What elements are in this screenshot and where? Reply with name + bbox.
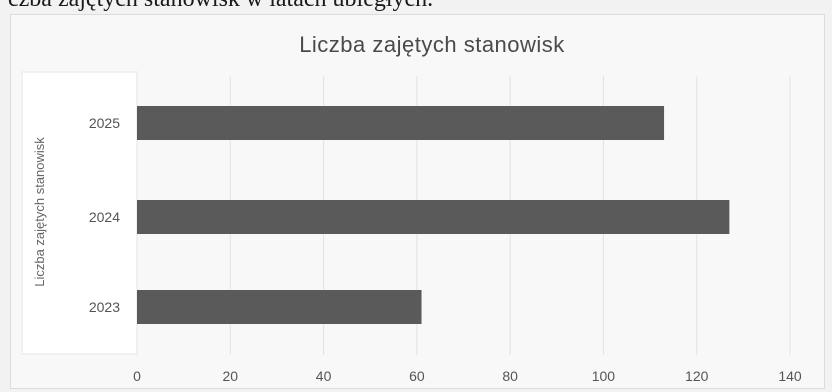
y-tick-label: 2023 bbox=[89, 299, 120, 315]
bar-2025 bbox=[137, 106, 665, 140]
x-tick-label: 20 bbox=[222, 368, 238, 384]
x-tick-label: 0 bbox=[133, 368, 141, 384]
x-tick-label: 140 bbox=[778, 368, 802, 384]
x-tick-label: 100 bbox=[592, 368, 616, 384]
bar-2023 bbox=[137, 290, 422, 324]
x-tick-label: 80 bbox=[502, 368, 518, 384]
y-tick-label: 2025 bbox=[89, 115, 120, 131]
x-tick-label: 40 bbox=[316, 368, 332, 384]
x-tick-label: 120 bbox=[685, 368, 709, 384]
x-tick-label: 60 bbox=[409, 368, 425, 384]
y-tick-label: 2024 bbox=[89, 209, 120, 225]
document-caption-fragment: czba zajętych stanowisk w latach ubiegły… bbox=[8, 0, 433, 13]
y-axis-title: Liczba zajętych stanowisk bbox=[32, 137, 47, 287]
bar-2024 bbox=[137, 200, 730, 234]
y-axis-panel bbox=[21, 71, 138, 355]
chart-title: Liczba zajętych stanowisk bbox=[299, 32, 565, 57]
